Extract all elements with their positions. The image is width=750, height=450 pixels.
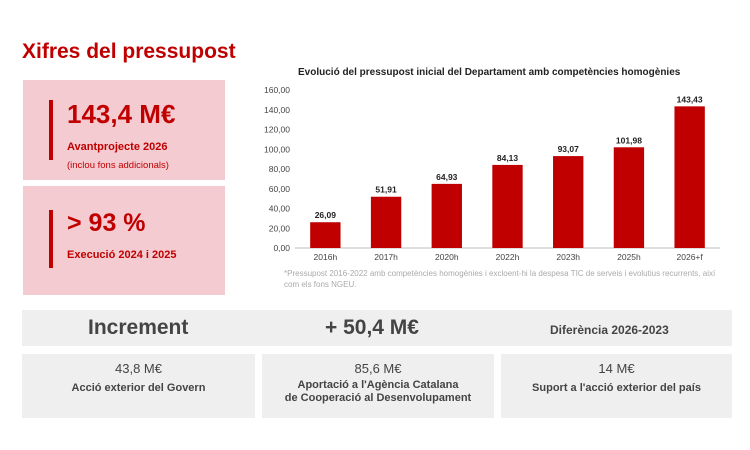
budget-label: Avantprojecte 2026	[67, 141, 168, 153]
y-tick-label: 40,00	[269, 204, 291, 214]
allocation-value: 14 M€	[598, 361, 635, 376]
y-tick-label: 20,00	[269, 223, 291, 233]
allocation-card: 14 M€ Suport a l'acció exterior del país	[501, 354, 732, 418]
increment-value: + 50,4 M€	[325, 316, 419, 339]
bar-value-label: 93,07	[558, 144, 580, 154]
budget-sublabel: (inclou fons addicionals)	[67, 160, 169, 171]
chart-bar	[553, 156, 584, 248]
y-tick-label: 160,00	[264, 85, 290, 95]
budget-value: 143,4 M€	[67, 99, 176, 129]
chart-bar	[370, 196, 402, 248]
increment-band: Increment + 50,4 M€ Diferència 2026-2023	[22, 310, 732, 346]
bar-value-label: 101,98	[616, 135, 642, 145]
y-tick-label: 100,00	[264, 144, 290, 154]
y-tick-label: 140,00	[264, 105, 290, 115]
allocation-description: Acció exterior del Govern	[71, 382, 206, 394]
x-tick-label: 2016h	[314, 252, 338, 262]
chart-bar	[431, 183, 462, 248]
execution-label: Execució 2024 i 2025	[67, 249, 177, 261]
y-tick-label: 120,00	[264, 125, 290, 135]
allocation-description: Suport a l'acció exterior del país	[532, 382, 701, 394]
x-tick-label: 2026+f	[677, 252, 704, 262]
y-tick-label: 0,00	[273, 243, 290, 253]
allocation-value: 43,8 M€	[115, 361, 162, 376]
bar-value-label: 51,91	[375, 185, 397, 195]
chart-footnote: *Pressupost 2016-2022 amb competències h…	[284, 269, 716, 289]
allocation-value: 85,6 M€	[354, 361, 402, 376]
budget-bar-chart: 0,00 20,00 40,00 60,00 80,00 100,00 120,00 140,…	[264, 85, 720, 262]
x-tick-label: 2017h	[374, 252, 398, 262]
x-tick-label: 2020h	[435, 252, 459, 262]
bar-value-label: 143,43	[677, 94, 703, 104]
allocation-card: 43,8 M€ Acció exterior del Govern	[22, 354, 255, 418]
kpi-accent-bar	[49, 210, 53, 268]
y-tick-label: 80,00	[269, 164, 291, 174]
allocation-description: Aportació a l'Agència Catalana de Cooper…	[284, 379, 472, 404]
increment-label: Increment	[88, 316, 189, 339]
increment-difference: Diferència 2026-2023	[550, 323, 669, 337]
budget-kpi-card: 143,4 M€ Avantprojecte 2026 (inclou fons…	[23, 80, 225, 180]
chart-bar	[674, 106, 705, 248]
execution-kpi-card: > 93 % Execució 2024 i 2025	[23, 186, 225, 295]
execution-value: > 93 %	[67, 209, 146, 237]
chart-bar	[492, 164, 523, 248]
x-tick-label: 2022h	[496, 252, 520, 262]
bar-value-label: 84,13	[497, 153, 519, 163]
chart-bar	[310, 222, 341, 248]
chart-bar	[613, 147, 645, 248]
bar-value-label: 26,09	[315, 210, 337, 220]
kpi-accent-bar	[49, 100, 53, 160]
page-title: Xifres del pressupost	[22, 40, 236, 63]
x-tick-label: 2025h	[617, 252, 641, 262]
y-tick-label: 60,00	[269, 184, 291, 194]
allocation-card: 85,6 M€ Aportació a l'Agència Catalana d…	[262, 354, 494, 418]
bar-value-label: 64,93	[436, 172, 458, 182]
x-tick-label: 2023h	[556, 252, 580, 262]
chart-title: Evolució del pressupost inicial del Depa…	[298, 67, 681, 78]
